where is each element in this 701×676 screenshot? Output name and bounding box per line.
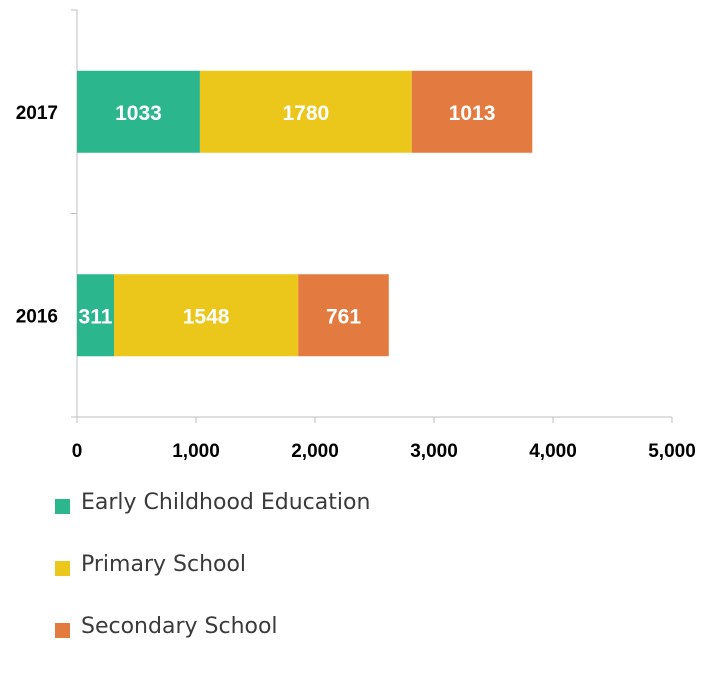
y-category-label: 2016 bbox=[16, 306, 58, 327]
x-tick-label: 0 bbox=[72, 441, 83, 462]
legend-label-primary-school: Primary School bbox=[81, 552, 247, 577]
legend-swatch-primary-school bbox=[55, 561, 70, 576]
bar-segment bbox=[411, 70, 533, 153]
legend-label-secondary-school: Secondary School bbox=[81, 614, 278, 639]
bar-segment bbox=[114, 274, 299, 357]
bar-data-label: 311 bbox=[79, 305, 113, 328]
x-tick-label: 3,000 bbox=[410, 441, 458, 462]
bar-data-label: 761 bbox=[326, 305, 361, 328]
bar-segment bbox=[298, 274, 389, 357]
bar-data-label: 1548 bbox=[183, 305, 230, 328]
bar-data-label: 1013 bbox=[449, 102, 496, 125]
x-tick-label: 4,000 bbox=[529, 441, 577, 462]
x-tick-label: 5,000 bbox=[648, 441, 696, 462]
legend-label-early-childhood: Early Childhood Education bbox=[81, 490, 371, 515]
x-tick-label: 1,000 bbox=[172, 441, 220, 462]
bar-data-label: 1033 bbox=[115, 102, 162, 125]
legend-swatch-secondary-school bbox=[55, 623, 70, 638]
bar-data-label: 1780 bbox=[282, 102, 329, 125]
x-tick-label: 2,000 bbox=[291, 441, 339, 462]
bar-segment bbox=[77, 274, 115, 357]
bar-segment bbox=[199, 70, 412, 153]
y-category-label: 2017 bbox=[16, 103, 58, 124]
stacked-bar-chart: 0 1,000 2,000 3,000 4,000 5,000 2017 1033 1780 10… bbox=[16, 9, 696, 462]
bar-segment bbox=[77, 70, 200, 153]
legend-swatch-early-childhood bbox=[55, 499, 70, 514]
